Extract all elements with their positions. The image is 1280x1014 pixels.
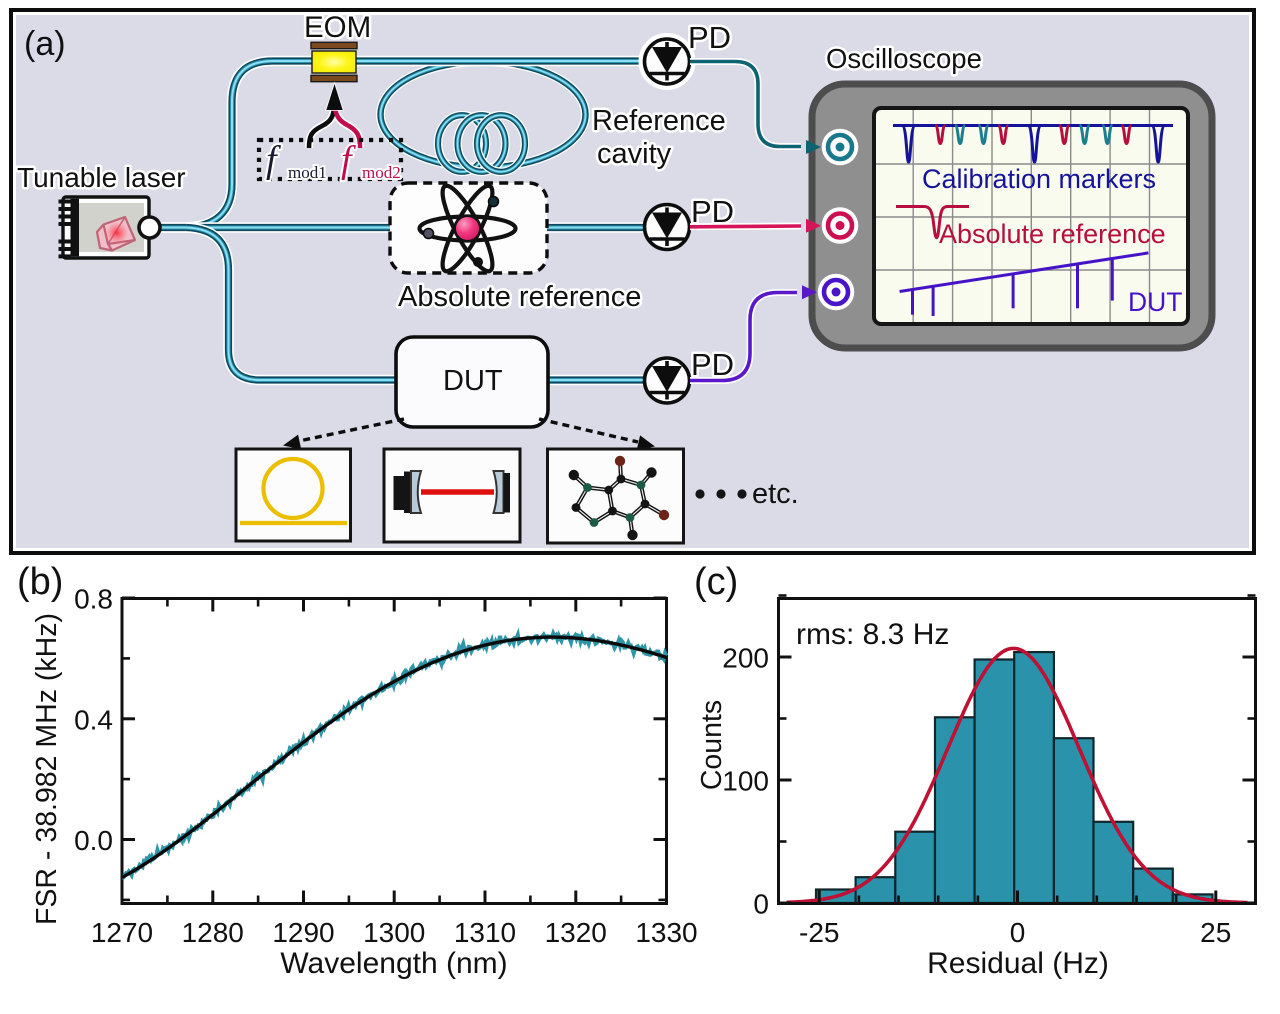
- svg-text:Tunable laser: Tunable laser: [17, 162, 186, 193]
- svg-text:Absolute reference: Absolute reference: [398, 281, 641, 313]
- svg-text:DUT: DUT: [1128, 287, 1182, 317]
- svg-text:1330: 1330: [635, 917, 697, 948]
- svg-text:Counts: Counts: [696, 700, 728, 790]
- svg-text:-25: -25: [799, 917, 839, 948]
- svg-text:1280: 1280: [182, 917, 244, 948]
- svg-text:Residual (Hz): Residual (Hz): [927, 947, 1109, 980]
- svg-text:0.4: 0.4: [74, 704, 113, 735]
- svg-text:25: 25: [1200, 917, 1231, 948]
- svg-text:(c): (c): [694, 561, 738, 603]
- svg-text:cavity: cavity: [597, 138, 672, 170]
- svg-text:Wavelength (nm): Wavelength (nm): [280, 947, 507, 980]
- svg-text:etc.: etc.: [752, 478, 799, 510]
- svg-text:EOM: EOM: [304, 11, 371, 44]
- svg-text:Oscilloscope: Oscilloscope: [826, 43, 982, 74]
- svg-text:1270: 1270: [91, 917, 153, 948]
- svg-text:0.0: 0.0: [74, 825, 113, 856]
- svg-text:PD: PD: [688, 20, 731, 55]
- svg-text:1310: 1310: [454, 917, 516, 948]
- svg-text:0: 0: [753, 889, 769, 920]
- svg-text:100: 100: [722, 766, 769, 797]
- svg-text:mod1: mod1: [288, 163, 327, 182]
- svg-text:Calibration markers: Calibration markers: [922, 164, 1156, 194]
- svg-text:rms: 8.3 Hz: rms: 8.3 Hz: [796, 618, 949, 651]
- svg-text:(b): (b): [17, 561, 63, 603]
- svg-text:0.8: 0.8: [74, 584, 113, 615]
- svg-text:DUT: DUT: [443, 365, 503, 397]
- svg-text:Reference: Reference: [592, 105, 726, 137]
- svg-text:1320: 1320: [545, 917, 607, 948]
- svg-text:1290: 1290: [272, 917, 334, 948]
- svg-text:mod2: mod2: [362, 163, 401, 182]
- svg-text:0: 0: [1010, 917, 1026, 948]
- svg-text:200: 200: [722, 643, 769, 674]
- svg-text:Absolute reference: Absolute reference: [939, 219, 1166, 249]
- svg-text:1300: 1300: [363, 917, 425, 948]
- svg-text:FSR - 38.982 MHz (kHz): FSR - 38.982 MHz (kHz): [31, 613, 63, 925]
- svg-text:(a): (a): [24, 25, 66, 63]
